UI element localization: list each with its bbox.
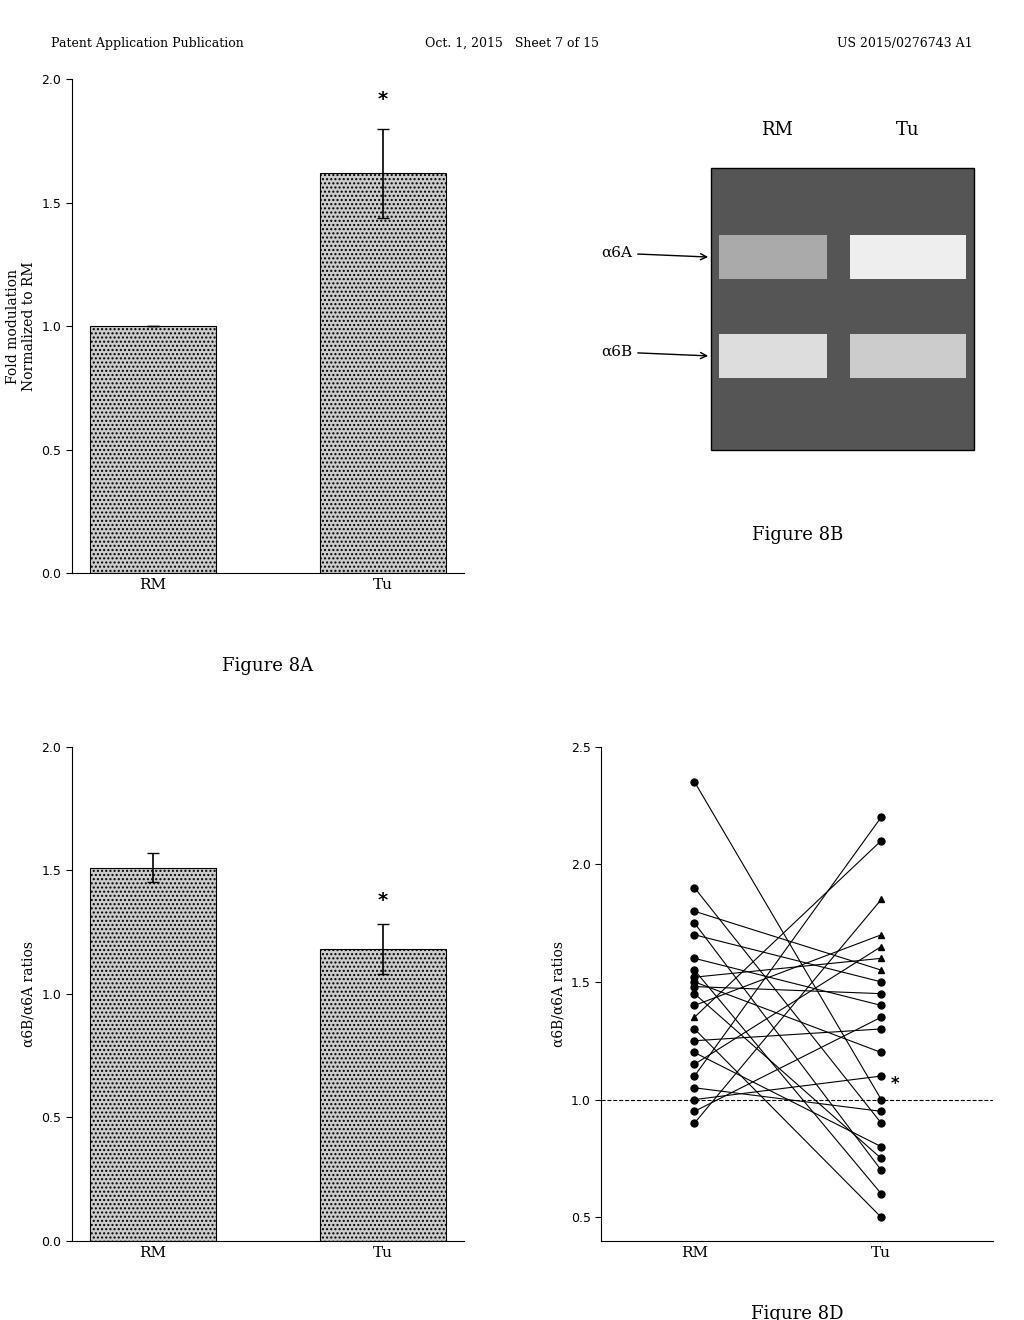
Bar [719,235,826,280]
Bar [850,235,966,280]
Text: α6A: α6A [601,246,707,260]
Bar [319,949,446,1241]
Bar [850,334,966,379]
Text: Oct. 1, 2015   Sheet 7 of 15: Oct. 1, 2015 Sheet 7 of 15 [425,37,599,50]
Text: US 2015/0276743 A1: US 2015/0276743 A1 [838,37,973,50]
Text: Figure 8B: Figure 8B [752,525,843,544]
Y-axis label: Fold modulation
Normalized to RM: Fold modulation Normalized to RM [5,261,36,391]
Text: Tu: Tu [896,120,920,139]
Y-axis label: α6B/α6A ratios: α6B/α6A ratios [551,941,565,1047]
Text: RM: RM [761,120,793,139]
Bar [89,867,216,1241]
Title: Figure 8A: Figure 8A [222,657,313,675]
Text: *: * [378,891,388,909]
Bar [719,334,826,379]
Y-axis label: α6B/α6A ratios: α6B/α6A ratios [22,941,36,1047]
Text: α6B: α6B [601,345,707,359]
Bar [711,168,974,450]
Text: *: * [891,1074,899,1093]
Title: Figure 8D: Figure 8D [751,1304,844,1320]
Text: Patent Application Publication: Patent Application Publication [51,37,244,50]
Bar [89,326,216,573]
Text: *: * [378,90,388,108]
Bar [319,173,446,573]
